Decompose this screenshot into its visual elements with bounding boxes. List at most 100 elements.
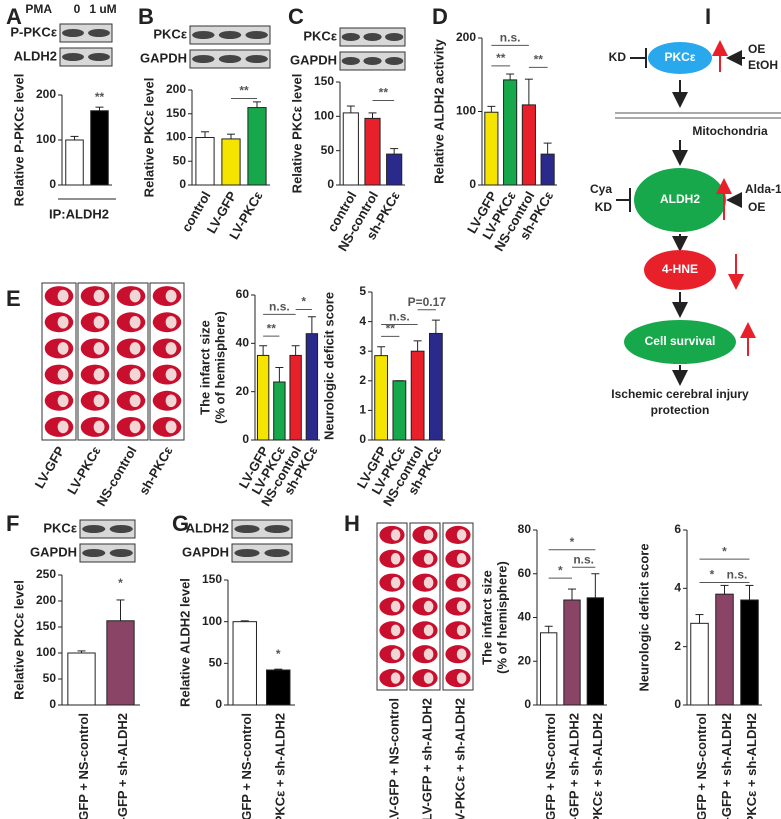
significance-label: * bbox=[118, 576, 123, 590]
x-tick-label: LV-GFP + NS-control bbox=[694, 713, 709, 819]
panel-letter: I bbox=[705, 4, 711, 29]
blot bbox=[231, 543, 293, 563]
bar bbox=[342, 112, 359, 186]
y-tick-label: 100 bbox=[314, 109, 334, 123]
panel-letter: D bbox=[432, 4, 448, 29]
infarct bbox=[423, 529, 434, 541]
y-tick-label: 0 bbox=[49, 697, 56, 711]
y-tick-label: 1 bbox=[359, 403, 366, 417]
x-tick-label: LV-PKCε + sh-ALDH2 bbox=[273, 713, 288, 819]
y-tick-label: 0 bbox=[524, 697, 531, 711]
blot-label: GAPDH bbox=[140, 50, 187, 65]
node-label: ALDH2 bbox=[660, 192, 700, 206]
y-axis-label: (% of hemisphere) bbox=[494, 561, 509, 674]
infarct bbox=[165, 368, 177, 381]
infarct bbox=[423, 576, 434, 589]
node bbox=[624, 320, 736, 364]
y-tick-label: 0 bbox=[674, 697, 681, 711]
y-axis-label: The infarct size bbox=[197, 320, 212, 415]
significance-label: ** bbox=[267, 321, 277, 335]
y-tick-label: 0 bbox=[49, 177, 56, 191]
blot-band bbox=[88, 53, 110, 61]
bar bbox=[195, 137, 215, 186]
blot-band bbox=[234, 525, 260, 533]
bar bbox=[90, 110, 109, 186]
infarct bbox=[129, 368, 141, 381]
bar bbox=[256, 354, 270, 441]
blot bbox=[59, 47, 113, 67]
y-tick-label: 100 bbox=[36, 645, 56, 659]
blot-label: PKCε bbox=[153, 26, 187, 41]
y-tick-label: 0 bbox=[215, 697, 222, 711]
significance-label: n.s. bbox=[573, 552, 594, 566]
blot-label: ALDH2 bbox=[14, 48, 57, 63]
node bbox=[648, 42, 712, 74]
bar bbox=[221, 138, 241, 186]
blot-band bbox=[62, 29, 84, 37]
y-tick-label: 6 bbox=[674, 522, 681, 536]
y-tick-label: 60 bbox=[236, 287, 250, 301]
y-tick-label: 150 bbox=[166, 106, 186, 120]
y-tick-label: 250 bbox=[36, 567, 56, 581]
significance-label: ** bbox=[379, 86, 389, 100]
blot-band bbox=[82, 549, 106, 557]
blot-band bbox=[363, 33, 382, 41]
node-label: Cell survival bbox=[645, 334, 716, 348]
infarct bbox=[93, 420, 105, 434]
significance-label: ** bbox=[239, 84, 249, 98]
significance-label: * bbox=[276, 647, 281, 661]
infarct bbox=[423, 600, 434, 613]
blot-band bbox=[264, 525, 290, 533]
significance-label: ** bbox=[496, 51, 506, 65]
modifier: Alda-1 bbox=[745, 182, 781, 196]
infarct bbox=[57, 289, 69, 303]
x-tick-label: LV-GFP + NS-control bbox=[239, 713, 254, 819]
x-tick-label: LV-GFP + sh-ALDH2 bbox=[115, 713, 130, 819]
blot bbox=[79, 543, 136, 563]
infarct bbox=[165, 289, 177, 303]
pathway-diagram: I PKCε KD OE EtOH Mitochondria ALDH2 Cya… bbox=[590, 4, 781, 417]
blot-band bbox=[192, 31, 215, 39]
blot-label: GAPDH bbox=[30, 544, 77, 559]
infarct bbox=[456, 576, 467, 589]
y-tick-label: 5 bbox=[359, 284, 366, 298]
blot-band bbox=[234, 549, 260, 557]
bar bbox=[410, 350, 425, 441]
y-tick-label: 50 bbox=[209, 656, 223, 670]
blot-band bbox=[264, 549, 290, 557]
infarct bbox=[456, 648, 467, 660]
y-tick-label: 20 bbox=[518, 653, 532, 667]
y-tick-label: 0 bbox=[469, 177, 476, 191]
infarct bbox=[423, 648, 434, 660]
y-axis-label: (% of hemisphere) bbox=[212, 311, 227, 424]
bar bbox=[273, 381, 286, 441]
infarct bbox=[129, 342, 141, 355]
y-tick-label: 50 bbox=[173, 153, 187, 167]
infarct bbox=[456, 672, 467, 684]
infarct bbox=[165, 420, 177, 434]
y-tick-label: 20 bbox=[236, 384, 250, 398]
label: Mitochondria bbox=[692, 124, 768, 138]
infarct bbox=[456, 529, 467, 541]
y-tick-label: 50 bbox=[321, 143, 335, 157]
bar bbox=[305, 333, 319, 441]
significance-label: P=0.17 bbox=[408, 295, 447, 309]
x-axis-label: IP:ALDH2 bbox=[49, 206, 109, 221]
bar bbox=[106, 620, 135, 706]
bar bbox=[586, 597, 605, 706]
blot-band bbox=[385, 33, 404, 41]
blot bbox=[79, 519, 136, 539]
blot-label: ALDH2 bbox=[186, 520, 229, 535]
x-tick-label: LV-PKCε + sh-ALDH2 bbox=[590, 713, 605, 819]
blot-band bbox=[341, 33, 360, 41]
bar bbox=[521, 104, 536, 186]
bar bbox=[65, 139, 84, 186]
y-tick-label: 0 bbox=[359, 432, 366, 446]
panel-letter: F bbox=[6, 511, 19, 536]
y-axis-label: Neurologic deficit score bbox=[321, 292, 336, 440]
blot-label: PKCε bbox=[303, 28, 337, 43]
brain-column bbox=[149, 282, 185, 441]
blot-header: 0 bbox=[74, 2, 81, 16]
y-tick-label: 80 bbox=[518, 522, 532, 536]
blot-band bbox=[245, 55, 268, 63]
